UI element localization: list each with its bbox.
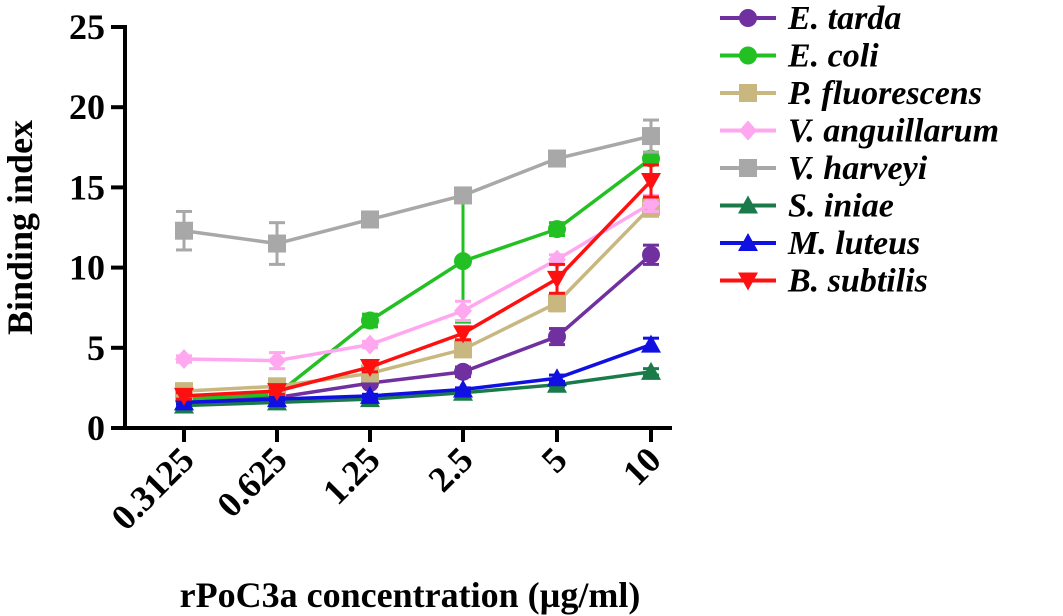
x-tick-label: 0.625 (209, 439, 295, 525)
legend-entry: S. iniae (720, 188, 894, 225)
y-tick-label: 10 (69, 248, 105, 288)
legend-entry: M. luteus (720, 225, 920, 262)
x-tick-label: 5 (534, 439, 575, 480)
data-point (361, 311, 379, 330)
legend-label: E. coli (787, 38, 879, 75)
data-point (360, 359, 380, 378)
legend-label: B. subtilis (787, 263, 928, 300)
data-point (641, 361, 661, 380)
legend-entry: P. fluorescens (720, 75, 982, 112)
y-tick-label: 0 (87, 408, 105, 448)
data-point (454, 186, 472, 205)
data-point (453, 325, 473, 344)
y-tick-label: 20 (69, 87, 105, 127)
series-v-harveyi (175, 118, 660, 266)
series-line (183, 370, 652, 408)
data-point (175, 221, 193, 240)
legend-entry: V. harveyi (720, 150, 928, 187)
series-v-anguillarum (175, 193, 660, 371)
series-line (183, 134, 652, 246)
x-axis-title: rPoC3a concentration (µg/ml) (180, 575, 641, 615)
data-point (548, 220, 566, 239)
legend-label: P. fluorescens (787, 75, 982, 112)
series-line (183, 253, 653, 401)
series-line (183, 205, 653, 393)
data-point (360, 385, 380, 404)
y-tick-label: 25 (69, 7, 105, 47)
legend-marker (739, 84, 757, 102)
legend-label: V. anguillarum (788, 113, 999, 150)
series-line (183, 179, 653, 398)
series-line (183, 342, 652, 405)
data-point (642, 245, 660, 264)
legend-entry: B. subtilis (720, 263, 928, 300)
series-line (183, 201, 652, 363)
series-e-coli (175, 149, 660, 409)
y-tick-label: 15 (69, 167, 105, 207)
data-point (547, 270, 567, 289)
data-point (268, 234, 286, 253)
data-point (267, 383, 287, 402)
data-point (361, 210, 379, 229)
legend-marker (739, 9, 757, 27)
series-line (183, 157, 653, 401)
x-tick-label: 1.25 (315, 439, 388, 512)
legend-marker (739, 46, 757, 65)
legend-entry: V. anguillarum (720, 113, 999, 150)
x-tick-label: 0.3125 (103, 439, 201, 537)
data-point (453, 379, 473, 398)
data-point (642, 127, 660, 146)
legend-label: V. harveyi (788, 150, 928, 187)
legend-marker (739, 159, 757, 177)
data-point (454, 340, 472, 359)
legend-marker (738, 195, 758, 214)
data-point (454, 252, 472, 271)
legend-label: M. luteus (787, 225, 920, 262)
data-point (548, 293, 566, 312)
data-point (641, 334, 661, 353)
x-tick-label: 10 (615, 439, 669, 493)
series-p-fluorescens (175, 195, 660, 401)
y-tick-label: 5 (87, 328, 105, 368)
data-point (454, 362, 472, 381)
y-axis-title: Binding index (0, 120, 40, 335)
data-point (548, 149, 566, 168)
series-m-luteus (174, 334, 661, 411)
data-point (268, 350, 286, 371)
legend-label: E. tarda (787, 0, 901, 37)
x-tick-label: 2.5 (421, 439, 481, 499)
data-point (641, 172, 661, 191)
series-b-subtilis (174, 163, 661, 406)
data-point (547, 368, 567, 387)
legend-entry: E. tarda (720, 0, 901, 37)
data-point (174, 387, 194, 406)
data-point (361, 334, 379, 355)
data-point (175, 349, 193, 370)
data-point (454, 300, 472, 321)
data-point (548, 327, 566, 346)
legend-marker (738, 272, 758, 291)
legend-entry: E. coli (720, 38, 879, 75)
legend-label: S. iniae (788, 188, 894, 225)
data-point (642, 149, 660, 168)
legend-marker (738, 233, 758, 251)
legend-marker (739, 120, 757, 141)
